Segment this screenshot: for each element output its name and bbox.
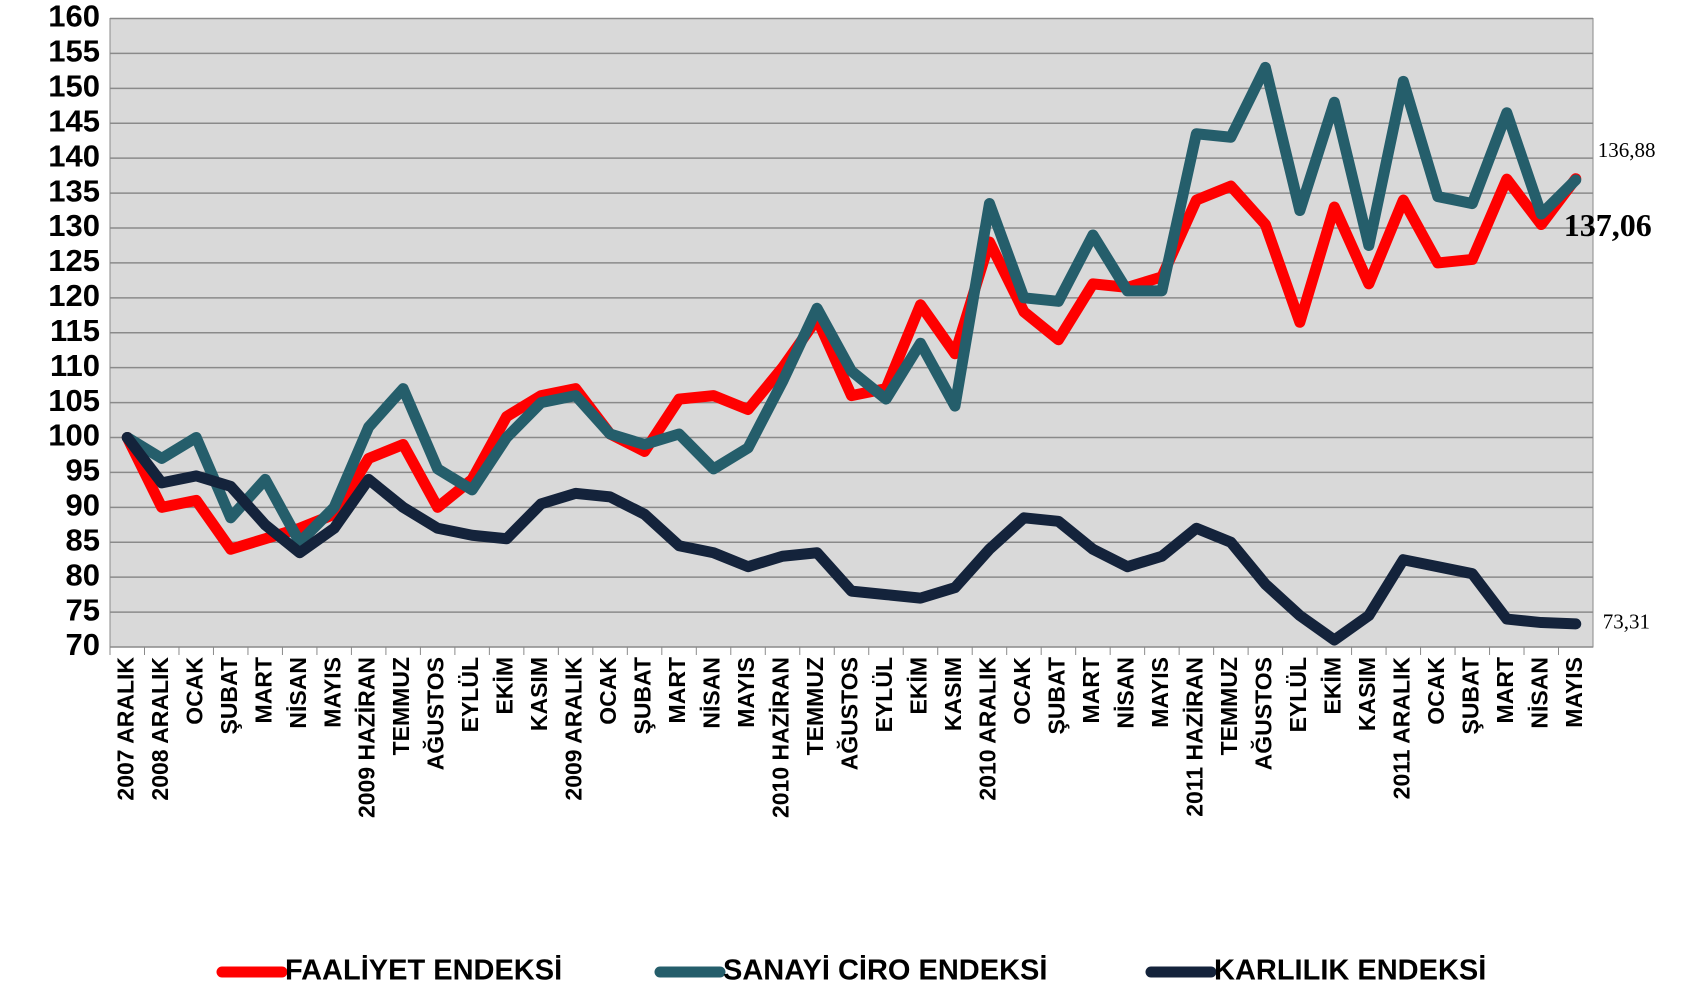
legend-label: KARLILIK ENDEKSİ [1214,955,1486,987]
x-tick-label: OCAK [1423,657,1449,725]
x-tick-label: TEMMUZ [388,657,414,755]
x-tick-label: 2009 HAZİRAN [354,657,380,818]
x-tick-label: ŞUBAT [1457,657,1483,735]
x-tick-label: 2010 ARALIK [975,657,1001,801]
y-tick-label: 160 [48,0,100,34]
x-tick-label: OCAK [181,657,207,725]
y-tick-label: 125 [48,243,100,278]
y-tick-label: 70 [66,627,100,662]
data-label: 137,06 [1564,207,1652,243]
x-tick-label: KASIM [1354,657,1380,731]
x-tick-label: OCAK [1009,657,1035,725]
x-tick-label: 2009 ARALIK [561,657,587,801]
x-tick-label: AĞUSTOS [1249,657,1276,770]
x-tick-label: MAYIS [1561,657,1587,728]
x-tick-label: 2011 HAZİRAN [1181,657,1207,817]
x-tick-label: NİSAN [285,657,311,729]
x-tick-label: TEMMUZ [1216,657,1242,755]
x-tick-label: 2007 ARALIK [112,657,138,801]
x-tick-label: NİSAN [1526,657,1552,729]
x-tick-label: MAYIS [733,657,759,728]
y-tick-label: 90 [66,488,100,523]
x-tick-label: EYLÜL [871,657,897,732]
x-tick-label: MART [1078,657,1104,723]
y-tick-label: 140 [48,138,100,173]
x-tick-label: 2011 ARALIK [1388,657,1414,800]
y-tick-label: 145 [48,103,100,138]
x-tick-label: EKİM [1319,657,1345,715]
x-tick-label: ŞUBAT [630,657,656,735]
y-tick-label: 135 [48,173,100,208]
series-line [121,432,1582,646]
x-tick-label: EYLÜL [1285,657,1311,732]
y-tick-label: 110 [50,348,100,383]
x-tick-label: MART [664,657,690,723]
x-tick-label: KASIM [940,657,966,731]
x-tick-label: MAYIS [319,657,345,728]
x-tick-label: MART [250,657,276,723]
y-tick-label: 100 [48,418,100,453]
x-tick-label: OCAK [595,657,621,725]
series-line [121,61,1582,548]
series-line [121,173,1582,555]
legend-label: SANAYİ CİRO ENDEKSİ [723,955,1047,987]
x-tick-label: EYLÜL [457,657,483,732]
x-tick-label: 2010 HAZİRAN [768,657,794,818]
x-tick-label: EKİM [906,657,932,715]
data-label: 73,31 [1603,610,1650,634]
x-tick-label: NİSAN [1112,657,1138,729]
data-label: 136,88 [1598,138,1656,162]
y-tick-label: 115 [50,313,100,348]
legend-label: FAALİYET ENDEKSİ [285,955,562,987]
x-tick-label: MAYIS [1147,657,1173,728]
x-tick-label: AĞUSTOS [836,657,863,770]
y-tick-label: 150 [48,69,100,104]
y-tick-label: 95 [66,453,100,488]
x-tick-label: KASIM [526,657,552,731]
x-tick-label: MART [1492,657,1518,723]
x-tick-label: NİSAN [699,657,725,729]
y-tick-label: 75 [66,592,100,627]
x-tick-label: EKİM [492,657,518,715]
x-tick-label: AĞUSTOS [422,657,449,770]
y-tick-label: 85 [66,522,100,557]
x-tick-label: 2008 ARALIK [147,657,173,801]
y-tick-label: 120 [48,278,100,313]
y-tick-label: 130 [48,208,100,243]
x-tick-label: ŞUBAT [216,657,242,735]
y-tick-label: 155 [48,34,100,69]
y-tick-label: 105 [48,383,100,418]
x-tick-label: ŞUBAT [1044,657,1070,735]
y-tick-label: 80 [66,557,100,592]
x-tick-label: TEMMUZ [802,657,828,755]
